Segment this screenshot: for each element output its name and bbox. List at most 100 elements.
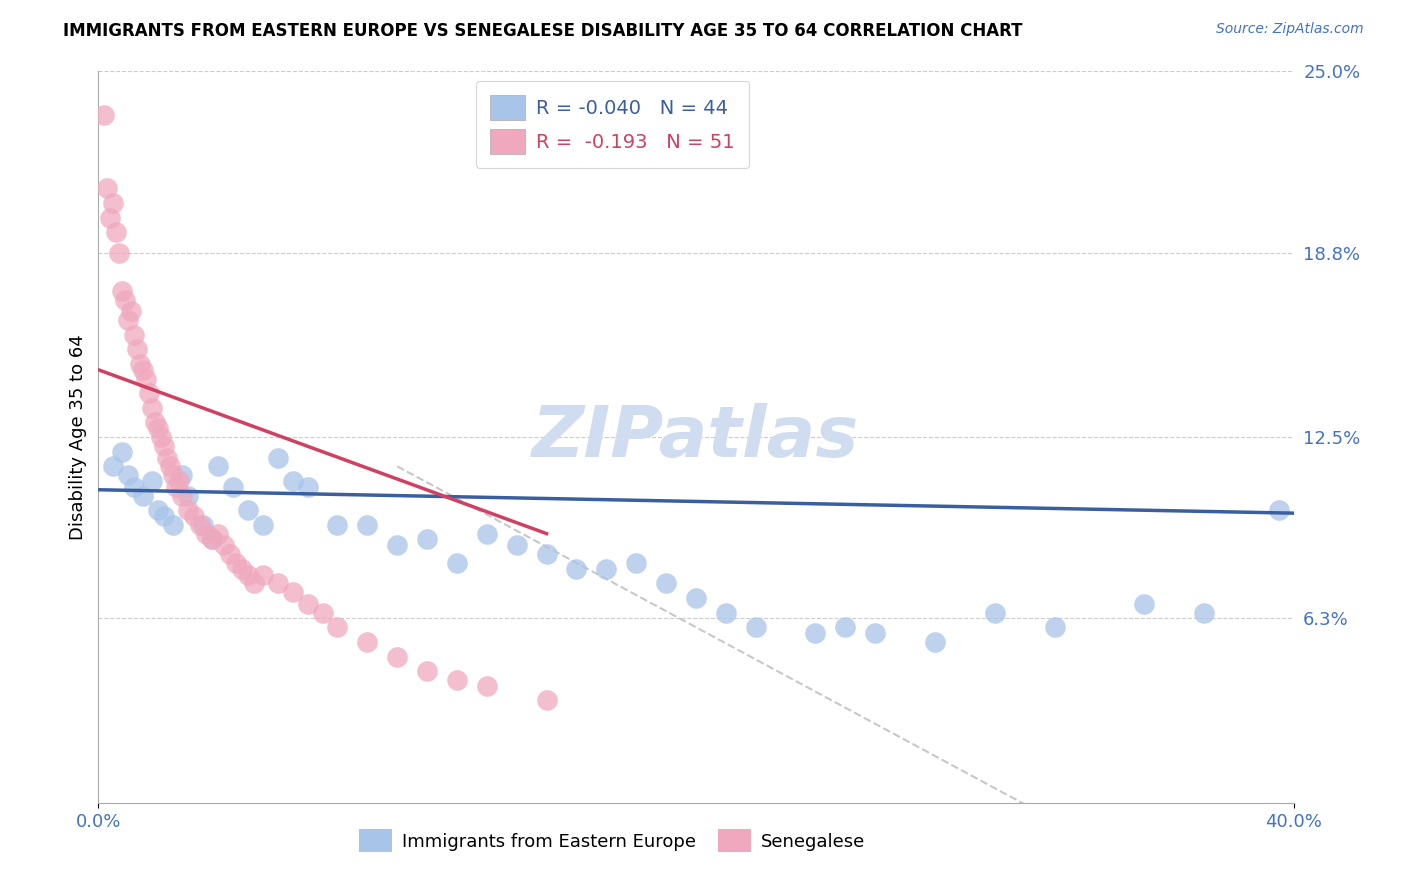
Point [165,480,187,494]
Point [117,468,139,483]
Point [416,533,439,547]
Point [685,591,707,605]
Point [655,576,678,591]
Point [231,562,253,576]
Point [111,284,134,298]
Point [111,444,134,458]
Point [1192,606,1215,620]
Point [96,181,118,195]
Point [385,538,409,552]
Point [506,538,529,552]
Point [117,313,139,327]
Point [153,509,176,524]
Point [311,606,333,620]
Point [326,620,349,634]
Point [297,597,319,611]
Point [267,450,290,465]
Point [207,526,229,541]
Text: ZIPatlas: ZIPatlas [533,402,859,472]
Y-axis label: Disability Age 35 to 64: Disability Age 35 to 64 [69,334,87,540]
Point [148,421,170,435]
Point [98,211,122,225]
Point [135,371,157,385]
Point [103,459,125,474]
Point [153,439,176,453]
Point [865,626,887,640]
Point [124,480,146,494]
Point [385,649,409,664]
Point [1043,620,1066,634]
Point [162,468,184,483]
Point [281,474,304,488]
Text: IMMIGRANTS FROM EASTERN EUROPE VS SENEGALESE DISABILITY AGE 35 TO 64 CORRELATION: IMMIGRANTS FROM EASTERN EUROPE VS SENEGA… [63,22,1022,40]
Point [114,293,136,307]
Point [138,386,160,401]
Point [167,474,190,488]
Point [225,556,247,570]
Point [446,673,468,687]
Point [172,468,194,483]
Point [714,606,737,620]
Point [103,196,125,211]
Point [252,567,274,582]
Point [252,517,274,532]
Point [1267,503,1289,517]
Point [356,517,378,532]
Point [222,480,245,494]
Point [177,503,200,517]
Point [281,585,304,599]
Point [219,547,242,561]
Point [93,108,115,122]
Point [267,576,290,591]
Point [191,517,214,532]
Point [177,489,200,503]
Point [120,304,142,318]
Point [984,606,1007,620]
Point [127,343,149,357]
Point [159,459,181,474]
Point [141,474,163,488]
Legend: Immigrants from Eastern Europe, Senegalese: Immigrants from Eastern Europe, Senegale… [352,822,873,860]
Point [475,679,498,693]
Point [565,562,588,576]
Point [236,567,259,582]
Point [124,327,146,342]
Point [804,626,827,640]
Point [475,526,498,541]
Point [132,363,155,377]
Point [148,503,170,517]
Point [201,533,224,547]
Point [108,245,131,260]
Point [201,533,224,547]
Point [236,503,259,517]
Point [141,401,163,415]
Point [356,635,378,649]
Point [297,480,319,494]
Point [745,620,768,634]
Point [183,509,205,524]
Point [243,576,266,591]
Point [188,517,211,532]
Point [834,620,856,634]
Point [207,459,229,474]
Point [326,517,349,532]
Point [195,526,218,541]
Point [132,489,155,503]
Text: Source: ZipAtlas.com: Source: ZipAtlas.com [1216,22,1364,37]
Point [536,693,558,707]
Point [156,450,179,465]
Point [1133,597,1156,611]
Point [446,556,468,570]
Point [924,635,946,649]
Point [143,416,166,430]
Point [212,538,235,552]
Point [626,556,648,570]
Point [536,547,558,561]
Point [105,225,128,239]
Point [150,430,173,444]
Point [172,489,194,503]
Point [162,517,184,532]
Point [129,357,152,371]
Point [416,664,439,678]
Point [595,562,617,576]
